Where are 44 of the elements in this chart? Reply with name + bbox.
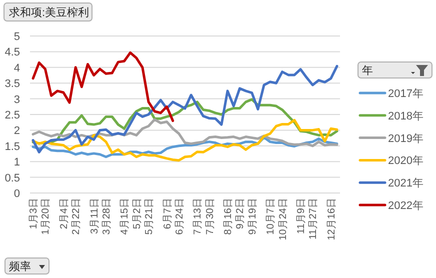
y-tick-label: 1 <box>14 156 20 169</box>
x-tick-label: 11月9日 <box>296 198 307 234</box>
x-tick-label: 8月16日 <box>223 198 234 235</box>
legend-label: 2020年 <box>388 155 424 168</box>
y-tick-label: 1.5 <box>4 140 20 153</box>
x-tick-label: 7月13日 <box>192 198 204 235</box>
x-tick-label: 12月16日 <box>326 198 338 240</box>
y-tick-label: 4 <box>14 62 20 74</box>
y-tick-label: 5 <box>14 31 20 43</box>
x-tick-label: 9月2日 <box>235 198 246 230</box>
y-tick-label: 3 <box>14 94 20 106</box>
x-tick-label: 5月21日 <box>144 198 156 235</box>
y-tick-label: 4.5 <box>4 46 20 59</box>
legend-label: 2019年 <box>388 132 424 145</box>
x-tick-label: 3月28日 <box>101 198 112 235</box>
chart-title: 求和项:美豆榨利 <box>9 6 90 19</box>
x-tick-label: 2月4日 <box>58 198 70 230</box>
legend-label: 2017年 <box>388 88 424 100</box>
x-tick-label: 9月19日 <box>247 198 258 235</box>
line-series <box>32 51 174 122</box>
x-tick-label: 6月24日 <box>174 198 186 235</box>
legend-title: 年 <box>362 65 373 77</box>
y-tick-label: 0.5 <box>4 172 20 184</box>
x-tick-label: 1月3日 <box>28 198 40 230</box>
x-tick-label: 10月24日 <box>278 198 289 240</box>
x-tick-label: 1月20日 <box>40 198 52 235</box>
x-tick-label: 7月30日 <box>204 198 216 235</box>
x-tick-label: 11月27日 <box>308 198 320 240</box>
x-tick-label: 5月2日 <box>132 198 143 230</box>
x-tick-label: 2月22日 <box>71 198 82 235</box>
x-axis-title: 频率 <box>9 260 31 273</box>
y-tick-label: 0 <box>14 188 20 200</box>
legend-label: 2022年 <box>388 200 424 212</box>
legend-label: 2018年 <box>388 110 424 122</box>
y-tick-label: 2 <box>14 125 20 138</box>
x-tick-label: 3月11日 <box>89 198 100 234</box>
x-tick-label: 10月7日 <box>266 198 277 235</box>
legend-label: 2021年 <box>388 178 424 190</box>
line-series <box>32 64 338 154</box>
y-tick-label: 3.5 <box>4 78 20 90</box>
y-tick-label: 2.5 <box>4 110 20 122</box>
line-series <box>32 118 338 162</box>
x-tick-label: 4月15日 <box>120 198 131 235</box>
x-tick-label: 6月7日 <box>162 198 174 230</box>
